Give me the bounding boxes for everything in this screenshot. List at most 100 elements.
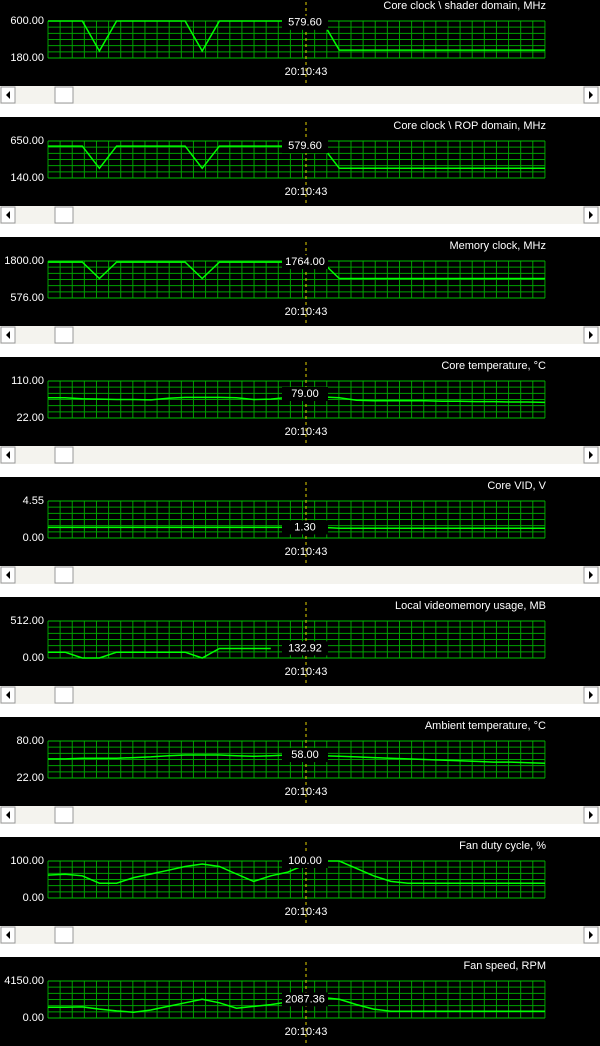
arrow-left	[6, 691, 10, 699]
cursor-time: 20:10:43	[285, 426, 328, 438]
scroll-thumb[interactable]	[54, 926, 74, 944]
y-tick-label: 140.00	[10, 172, 44, 184]
cursor-value: 2087.36	[285, 993, 325, 1005]
monitor-panel: 22.00 80.00 Ambient temperature, °C 58.00 20…	[0, 720, 600, 837]
arrow-right	[589, 331, 593, 339]
monitor-panel: 140.00 650.00 Core clock \ ROP domain, MHz…	[0, 120, 600, 237]
cursor-value-box	[282, 641, 328, 656]
scroll-thumb[interactable]	[54, 566, 74, 584]
panel-background	[0, 720, 600, 806]
separator	[0, 464, 600, 477]
chart-title: Ambient temperature, °C	[425, 720, 546, 732]
scroll-thumb[interactable]	[54, 326, 74, 344]
arrow-right	[589, 811, 593, 819]
chart-title: Core clock \ shader domain, MHz	[383, 0, 546, 12]
panel-background	[0, 240, 600, 326]
cursor-value-box	[282, 748, 328, 763]
scrollbar-track	[0, 806, 600, 824]
panel-background	[0, 360, 600, 446]
y-tick-label: 512.00	[10, 615, 44, 627]
y-tick-label: 650.00	[10, 135, 44, 147]
y-tick-label: 1800.00	[4, 255, 44, 267]
cursor-value-box	[282, 992, 328, 1007]
cursor-value-box	[282, 15, 328, 30]
chart-title: Local videomemory usage, MB	[395, 600, 546, 612]
arrow-left	[6, 91, 10, 99]
scrollbar-track	[0, 86, 600, 104]
scroll-thumb[interactable]	[54, 806, 74, 824]
scroll-thumb[interactable]	[54, 206, 74, 224]
scrollbar-track	[0, 686, 600, 704]
monitor-panel: 0.00 4.55 Core VID, V 1.30 20:10:43	[0, 480, 600, 597]
separator	[0, 704, 600, 717]
arrow-left	[6, 451, 10, 459]
chart-title: Core VID, V	[487, 480, 546, 492]
cursor-value: 1764.00	[285, 256, 325, 268]
cursor-time: 20:10:43	[285, 666, 328, 678]
scrollbar-track	[0, 206, 600, 224]
arrow-right	[589, 571, 593, 579]
y-tick-label: 4150.00	[4, 975, 44, 987]
cursor-time: 20:10:43	[285, 66, 328, 78]
arrow-left	[6, 811, 10, 819]
cursor-value: 58.00	[291, 749, 319, 761]
cursor-time: 20:10:43	[285, 786, 328, 798]
cursor-value: 1.30	[294, 521, 315, 533]
cursor-value-box	[282, 387, 328, 402]
arrow-right	[589, 451, 593, 459]
arrow-left	[6, 571, 10, 579]
data-line	[47, 860, 545, 884]
scroll-thumb[interactable]	[54, 446, 74, 464]
chart-title: Fan duty cycle, %	[459, 840, 546, 852]
monitor-panel: 0.00 512.00 Local videomemory usage, MB 132…	[0, 600, 600, 717]
y-tick-label: 22.00	[16, 412, 44, 424]
scrollbar-track	[0, 326, 600, 344]
data-line	[48, 647, 271, 659]
separator	[0, 344, 600, 357]
cursor-value: 132.92	[288, 642, 322, 654]
separator	[0, 944, 600, 957]
chart-title: Core clock \ ROP domain, MHz	[393, 120, 546, 132]
y-tick-label: 576.00	[10, 292, 44, 304]
chart-title: Memory clock, MHz	[449, 240, 546, 252]
cursor-value-box	[282, 255, 328, 270]
cursor-value: 579.60	[288, 140, 322, 152]
scroll-thumb[interactable]	[54, 686, 74, 704]
monitor-panel: 22.00 110.00 Core temperature, °C 79.00 20:1…	[0, 360, 600, 477]
monitor-panel: 0.00 4150.00 Fan speed, RPM 2087.36 20:10:43	[0, 960, 600, 1046]
arrow-left	[6, 931, 10, 939]
y-tick-label: 80.00	[16, 735, 44, 747]
scrollbar-track	[0, 446, 600, 464]
panel-background	[0, 0, 600, 86]
separator	[0, 824, 600, 837]
panel-background	[0, 120, 600, 206]
cursor-time: 20:10:43	[285, 906, 328, 918]
chart-title: Fan speed, RPM	[463, 960, 546, 972]
y-tick-label: 600.00	[10, 15, 44, 27]
y-tick-label: 0.00	[23, 532, 44, 544]
cursor-time: 20:10:43	[285, 546, 328, 558]
arrow-right	[589, 211, 593, 219]
y-tick-label: 22.00	[16, 772, 44, 784]
cursor-value-box	[282, 139, 328, 154]
cursor-value: 79.00	[291, 388, 319, 400]
chart-title: Core temperature, °C	[441, 360, 546, 372]
scrollbar-track	[0, 566, 600, 584]
y-tick-label: 4.55	[23, 495, 44, 507]
cursor-value: 579.60	[288, 17, 322, 29]
y-tick-label: 100.00	[10, 855, 44, 867]
monitor-panel: 576.00 1800.00 Memory clock, MHz 1764.00 20:…	[0, 240, 600, 357]
cursor-time: 20:10:43	[285, 186, 328, 198]
arrow-left	[6, 211, 10, 219]
arrow-right	[589, 931, 593, 939]
arrow-left	[6, 331, 10, 339]
cursor-value-box	[282, 854, 328, 868]
monitor-panel: 180.00 600.00 Core clock \ shader domain, …	[0, 0, 600, 117]
scroll-thumb[interactable]	[54, 86, 74, 104]
y-tick-label: 0.00	[23, 892, 44, 904]
arrow-right	[589, 691, 593, 699]
cursor-time: 20:10:43	[285, 1026, 328, 1038]
cursor-value-box	[282, 520, 328, 535]
y-tick-label: 0.00	[23, 1012, 44, 1024]
